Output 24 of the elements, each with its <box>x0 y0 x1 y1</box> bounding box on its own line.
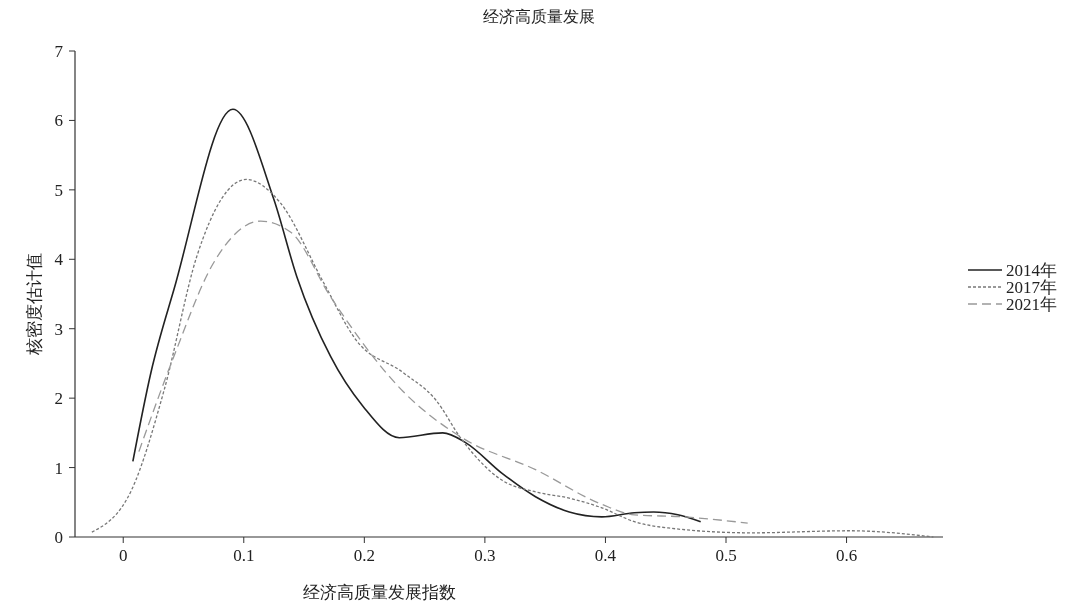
line-series <box>138 220 749 524</box>
legend-label: 2014年 <box>1006 260 1057 280</box>
x-tick-label: 0 <box>118 546 128 565</box>
y-tick-label: 7 <box>54 41 64 61</box>
x-axis-title: 经济高质量发展指数 <box>302 583 456 602</box>
legend-label: 2017年 <box>1006 277 1057 297</box>
line-series <box>91 178 935 538</box>
y-tick-label: 4 <box>54 250 64 270</box>
y-tick-label: 5 <box>54 180 63 200</box>
x-tick-label: 0.4 <box>594 546 617 565</box>
y-tick-label: 6 <box>54 111 63 131</box>
y-tick-label: 3 <box>54 319 63 339</box>
x-tick-label: 0.1 <box>233 546 255 565</box>
x-tick-label: 0.3 <box>474 546 496 565</box>
y-axis-title: 核密度估计值 <box>25 253 44 356</box>
line-series <box>132 108 702 523</box>
legend-label: 2021年 <box>1006 294 1057 314</box>
x-tick-label: 0.5 <box>715 546 737 565</box>
x-tick-label: 0.6 <box>835 546 858 565</box>
y-tick-label: 1 <box>54 458 63 478</box>
y-tick-label: 2 <box>54 389 63 409</box>
y-tick-label: 0 <box>54 527 63 547</box>
x-tick-label: 0.2 <box>353 546 375 565</box>
chart-title: 经济高质量发展 <box>483 8 595 25</box>
